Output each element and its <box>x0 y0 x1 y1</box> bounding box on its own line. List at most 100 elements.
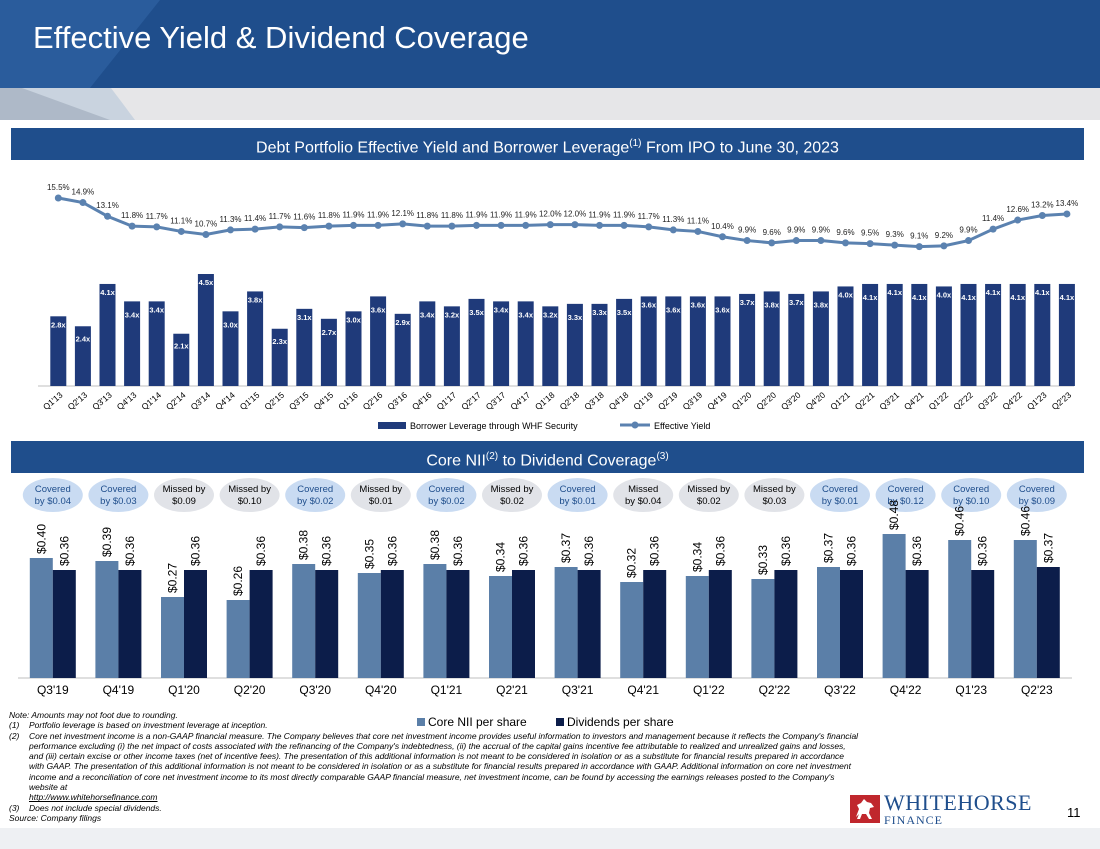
x-tick-label: Q1'22 <box>693 683 725 697</box>
leverage-label: 3.3x <box>568 313 583 322</box>
yield-label: 11.9% <box>342 210 364 219</box>
yield-label: 9.6% <box>836 228 854 237</box>
yield-point <box>1063 210 1071 218</box>
leverage-bar <box>960 283 977 386</box>
x-tick-label: Q3'17 <box>484 390 508 412</box>
leverage-bar <box>99 283 116 386</box>
x-tick-label: Q2'15 <box>262 390 286 412</box>
leverage-label: 4.1x <box>863 293 878 302</box>
x-tick-label: Q3'13 <box>90 390 114 412</box>
yield-label: 12.0% <box>539 210 562 219</box>
coverage-label-line1: Covered <box>560 484 596 495</box>
core-nii-bar <box>29 558 53 678</box>
yield-point <box>251 225 259 233</box>
core-nii-bar <box>685 576 709 678</box>
yield-label: 11.9% <box>367 210 389 219</box>
leverage-bar <box>1058 283 1075 386</box>
yield-label: 12.6% <box>1006 205 1029 214</box>
leverage-bar <box>812 291 829 386</box>
yield-point <box>1038 211 1046 219</box>
coverage-label-line2: by $0.10 <box>953 496 989 507</box>
note-2-text: Core net investment income is a non-GAAP… <box>29 730 859 793</box>
yield-label: 11.3% <box>662 215 684 224</box>
leverage-bar <box>370 296 387 386</box>
coverage-bubble <box>416 478 477 512</box>
yield-label: 9.9% <box>959 226 977 235</box>
yield-point <box>374 221 382 229</box>
coverage-label-line1: Missed by <box>687 484 730 495</box>
coverage-label-line1: Missed by <box>753 484 796 495</box>
x-tick-label: Q2'13 <box>66 390 90 412</box>
yield-label: 11.4% <box>982 214 1004 223</box>
coverage-label-line2: $0.10 <box>238 496 262 507</box>
yield-label: 9.1% <box>910 232 928 241</box>
dividend-label: $0.36 <box>57 536 71 566</box>
leverage-label: 3.4x <box>518 310 533 319</box>
leverage-bar <box>493 301 510 386</box>
leverage-bar <box>911 283 928 386</box>
coverage-label-line1: Covered <box>297 484 333 495</box>
yield-point <box>54 194 62 202</box>
coverage-bubble <box>350 478 411 512</box>
x-tick-label: Q4'22 <box>890 683 922 697</box>
leverage-label: 3.5x <box>469 308 484 317</box>
website-link[interactable]: http://www.whitehorsefinance.com <box>29 792 158 803</box>
dividend-label: $0.36 <box>582 536 596 566</box>
legend-nii-swatch <box>417 718 425 726</box>
x-tick-label: Q4'18 <box>607 390 631 412</box>
yield-leverage-chart: 2.8x Q1'13 2.4x Q2'13 4.1x Q3'13 3.4x Q4'13 3.4x… <box>38 183 1078 431</box>
yield-point <box>227 226 234 234</box>
coverage-bubble <box>285 478 346 512</box>
yield-point <box>448 222 456 230</box>
core-nii-label: $0.38 <box>428 530 442 560</box>
yield-point <box>1014 216 1022 224</box>
yield-point <box>842 239 849 247</box>
yield-label: 13.2% <box>1031 200 1054 209</box>
yield-point <box>866 240 874 248</box>
section-header-yield: Debt Portfolio Effective Yield and Borro… <box>11 128 1084 160</box>
yield-point <box>694 227 702 235</box>
leverage-bar <box>468 298 485 386</box>
core-nii-bar <box>226 600 250 678</box>
leverage-label: 3.5x <box>617 308 632 317</box>
dividend-bar <box>577 570 601 678</box>
coverage-bubble <box>875 478 936 512</box>
note-2: (2) Core net investment income is a non-G… <box>9 731 1084 803</box>
leverage-label: 3.8x <box>248 295 263 304</box>
x-tick-label: Q3'21 <box>877 390 901 412</box>
dividend-label: $0.36 <box>123 536 137 566</box>
coverage-label-line1: Covered <box>428 484 464 495</box>
coverage-bubble <box>88 478 149 512</box>
leverage-label: 4.5x <box>199 278 214 287</box>
coverage-label-line2: $0.02 <box>500 496 524 507</box>
coverage-label-line1: Missed by <box>163 484 206 495</box>
yield-label: 11.9% <box>588 210 610 219</box>
yield-label: 11.7% <box>146 212 168 221</box>
coverage-label-line2: by $0.01 <box>559 496 595 507</box>
x-tick-label: Q2'14 <box>164 390 188 412</box>
yield-label: 11.7% <box>638 212 660 221</box>
leverage-bar <box>616 298 633 386</box>
x-tick-label: Q3'15 <box>287 390 311 412</box>
coverage-label-line2: by $0.01 <box>822 496 858 507</box>
leverage-bar <box>443 306 460 386</box>
yield-label: 11.8% <box>441 211 463 220</box>
yield-label: 11.1% <box>687 216 709 225</box>
leverage-label: 4.1x <box>1010 293 1025 302</box>
leverage-label: 3.7x <box>740 298 755 307</box>
leverage-bar <box>566 303 583 386</box>
yield-label: 11.9% <box>465 210 487 219</box>
core-nii-label: $0.40 <box>34 524 48 554</box>
x-tick-label: Q1'16 <box>336 390 360 412</box>
core-nii-bar <box>948 540 972 678</box>
leverage-label: 3.6x <box>691 300 706 309</box>
core-nii-label: $0.35 <box>362 539 376 569</box>
core-nii-label: $0.27 <box>166 563 180 593</box>
x-tick-label: Q1'19 <box>631 390 655 412</box>
yield-label: 11.8% <box>121 211 143 220</box>
leverage-label: 3.0x <box>223 320 238 329</box>
leverage-bar <box>320 318 337 386</box>
yield-point <box>546 221 554 229</box>
yield-point <box>891 241 899 249</box>
x-tick-label: Q4'20 <box>804 390 828 412</box>
